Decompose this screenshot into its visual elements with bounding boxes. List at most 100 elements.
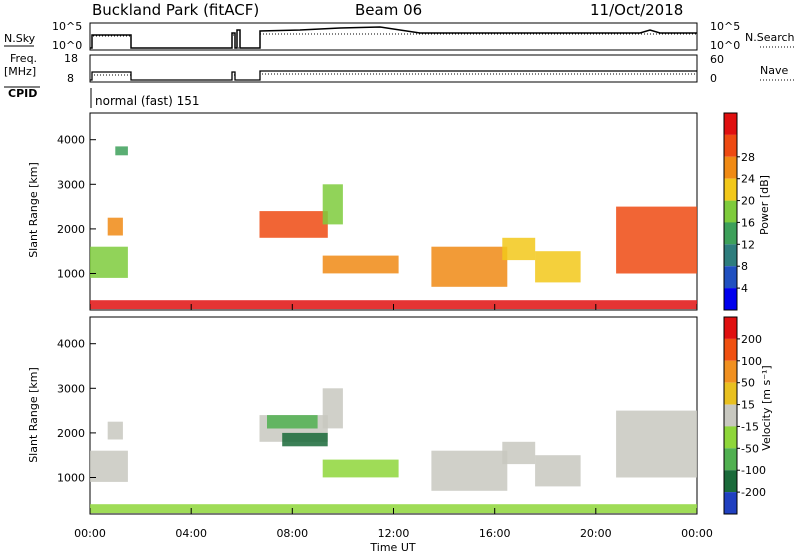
velocity-echo-region — [431, 450, 508, 491]
power-echo-region — [107, 217, 123, 236]
time-tick-label: 16:00 — [479, 527, 511, 540]
time-tick-label: 12:00 — [378, 527, 410, 540]
velocity-echo-region — [282, 432, 328, 447]
time-axis-label: Time UT — [369, 541, 415, 554]
power-echo-region — [259, 211, 328, 238]
nsky-right-tick-top: 10^5 — [710, 20, 740, 33]
power-echo-region — [322, 255, 399, 274]
power-colorbar-tick-label: 8 — [741, 260, 748, 273]
power-frame — [89, 112, 698, 311]
velocity-echo-region — [616, 410, 697, 478]
velocity-colorbar-swatch — [724, 382, 737, 405]
power-colorbar-swatch — [724, 288, 737, 310]
velocity-y-ticks: 1000 2000 3000 4000 — [57, 338, 96, 485]
velocity-echo-region — [535, 455, 581, 487]
velocity-colorbar-tick-label: 50 — [741, 377, 755, 390]
power-colorbar-tick-label: 20 — [741, 195, 755, 208]
power-ylabel: Slant Range [km] — [27, 162, 40, 258]
beam-title: Beam 06 — [355, 1, 422, 19]
power-colorbar-swatch — [724, 178, 737, 201]
date-title: 11/Oct/2018 — [590, 1, 683, 19]
velocity-colorbar-tick-label: -15 — [741, 420, 759, 433]
velocity-colorbar-frame — [723, 316, 738, 515]
time-tick-label: 00:00 — [74, 527, 106, 540]
time-tick-label: 08:00 — [276, 527, 308, 540]
velocity-colorbar-tick-label: -200 — [741, 486, 766, 499]
power-y-tick-label: 1000 — [57, 268, 85, 281]
nsky-left-tick-bottom: 10^0 — [52, 39, 82, 52]
freq-right-tick-top: 60 — [710, 53, 724, 66]
nave-label: Nave — [760, 64, 788, 77]
power-colorbar-swatch — [724, 156, 737, 179]
time-tick-label: 20:00 — [580, 527, 612, 540]
power-y-tick-label: 3000 — [57, 178, 85, 191]
cpid-label: CPID — [8, 87, 37, 100]
power-colorbar-label: Power [dB] — [758, 175, 771, 235]
velocity-frame — [89, 316, 698, 515]
freq-label-2: [MHz] — [4, 65, 36, 78]
nsky-label: N.Sky — [4, 32, 36, 45]
time-tick-label: 04:00 — [175, 527, 207, 540]
power-colorbar-swatch — [724, 222, 737, 245]
nsearch-label: N.Search — [745, 31, 795, 44]
power-colorbar-tick-label: 24 — [741, 173, 755, 186]
time-tick-label: 00:00 — [681, 527, 713, 540]
nsky-trace — [90, 26, 697, 49]
power-colorbar-frame — [723, 112, 738, 311]
freq-label-1: Freq. — [10, 52, 37, 65]
velocity-ylabel: Slant Range [km] — [27, 367, 40, 463]
power-panel: 1000 2000 3000 4000 Slant Range [km] 4 8 12 16… — [27, 112, 771, 311]
power-y-ticks: 1000 2000 3000 4000 — [57, 134, 96, 281]
power-colorbar-swatch — [724, 113, 737, 135]
velocity-colorbar-tick-label: 15 — [741, 399, 755, 412]
velocity-colorbar-label: Velocity [m s⁻¹] — [760, 365, 773, 450]
power-colorbar-swatch — [724, 244, 737, 267]
power-colorbar-swatch — [724, 200, 737, 223]
power-colorbar-tick-label: 4 — [741, 282, 748, 295]
power-echo-region — [115, 146, 128, 156]
velocity-colorbar-swatch — [724, 470, 737, 493]
velocity-colorbar-tick-label: -50 — [741, 442, 759, 455]
station-title: Buckland Park (fitACF) — [92, 1, 259, 19]
time-axis: 00:00 04:00 08:00 12:00 16:00 20:00 00:00 — [74, 304, 713, 540]
power-colorbar-tick-label: 28 — [741, 151, 755, 164]
power-echo-region — [616, 206, 697, 274]
velocity-echo-region — [107, 421, 123, 440]
velocity-colorbar-tick-label: 200 — [741, 333, 762, 346]
freq-right-tick-bottom: 0 — [710, 72, 717, 85]
velocity-colorbar-swatch — [724, 317, 737, 339]
power-colorbar-swatch — [724, 266, 737, 289]
velocity-y-tick-label: 1000 — [57, 472, 85, 485]
freq-panel: Freq. [MHz] 18 8 60 0 Nave — [4, 52, 795, 85]
velocity-echo-region — [267, 415, 318, 429]
freq-frame — [89, 54, 698, 83]
velocity-colorbar-swatch — [724, 338, 737, 361]
freq-trace — [90, 70, 697, 81]
velocity-echo-region — [322, 388, 343, 429]
velocity-panel: 1000 2000 3000 4000 Slant Range [km] 200 100… — [27, 316, 773, 515]
power-colorbar-tick-label: 12 — [741, 238, 755, 251]
velocity-colorbar-swatch — [724, 404, 737, 427]
power-echo-region — [90, 246, 128, 278]
nave-trace — [90, 73, 697, 81]
velocity-echo-region — [502, 441, 536, 465]
velocity-y-tick-label: 2000 — [57, 427, 85, 440]
freq-left-tick-top: 18 — [64, 52, 78, 65]
nsky-frame — [89, 22, 698, 51]
power-colorbar: 4 8 12 16 20 24 28 — [723, 112, 755, 311]
power-echo-region — [502, 237, 536, 261]
velocity-colorbar-swatch — [724, 426, 737, 449]
velocity-colorbar-swatch — [724, 448, 737, 471]
power-y-tick-label: 2000 — [57, 223, 85, 236]
nsky-panel: N.Sky 10^5 10^0 10^5 10^0 N.Search — [4, 20, 795, 52]
nsky-right-tick-bottom: 10^0 — [710, 39, 740, 52]
velocity-echo-region — [322, 459, 399, 478]
power-y-tick-label: 4000 — [57, 134, 85, 147]
nsearch-trace — [90, 33, 697, 49]
velocity-echo-region — [90, 450, 128, 482]
power-colorbar-swatch — [724, 134, 737, 157]
power-colorbar-tick-label: 16 — [741, 216, 755, 229]
power-echo-region — [431, 246, 508, 287]
cpid-mode: normal (fast) 151 — [95, 94, 199, 108]
